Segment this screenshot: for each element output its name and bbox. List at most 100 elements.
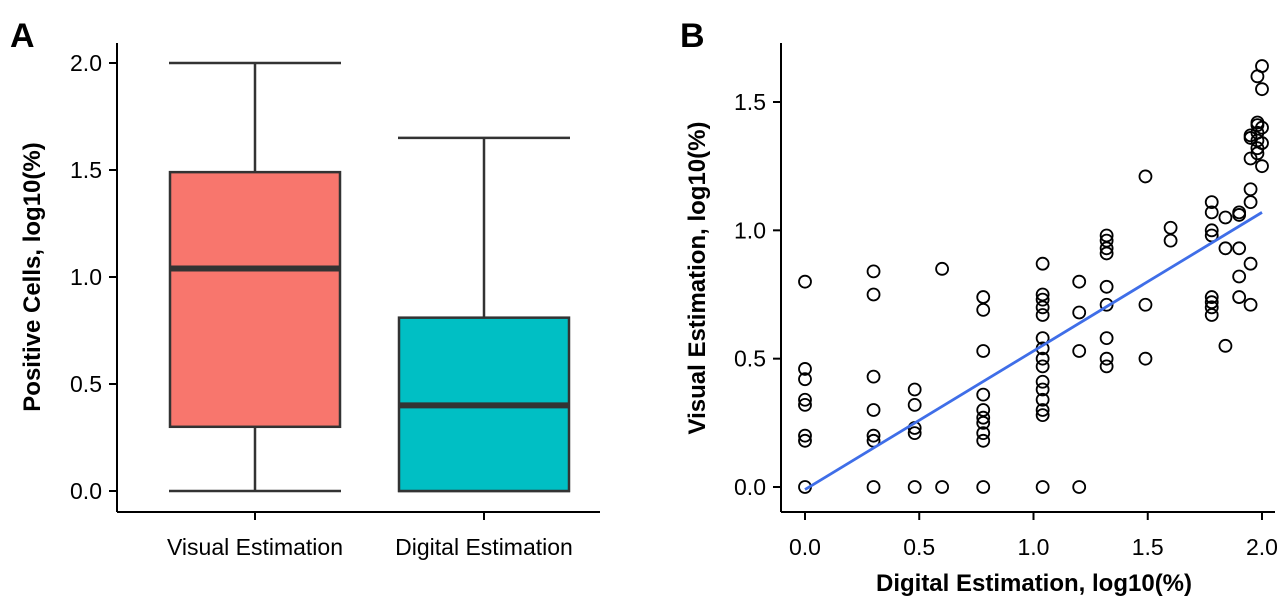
scatter-point (1035, 359, 1050, 374)
scatter-point (1138, 297, 1153, 312)
scatter-point (1035, 392, 1050, 407)
scatter-point (1072, 274, 1087, 289)
panel-b-y-ticks: 0.0 0.5 1.0 1.5 (734, 89, 781, 500)
scatter-point (1138, 169, 1153, 184)
scatter-point (1099, 359, 1114, 374)
scatter-point (1232, 269, 1247, 284)
panel-a: A 0.0 0.5 1.0 1.5 2.0 Visual Estimation Digit… (10, 17, 600, 560)
scatter-point (935, 261, 949, 276)
scatter-point (1232, 241, 1247, 256)
scatter-point (798, 428, 812, 443)
scatter-point (1072, 305, 1087, 320)
x-tick-label: 0.5 (903, 534, 935, 560)
panel-b-label: B (680, 17, 705, 55)
scatter-point (1204, 308, 1219, 322)
scatter-point (976, 290, 991, 304)
scatter-point (1204, 223, 1219, 238)
scatter-point (1243, 182, 1258, 197)
scatter-point (1163, 220, 1178, 235)
scatter-point (1099, 297, 1114, 312)
regression-line (804, 211, 1263, 491)
scatter-point (1255, 136, 1269, 150)
scatter-point (1099, 241, 1114, 256)
scatter-point (866, 287, 881, 302)
panel-b-y-title: Visual Estimation, log10(%) (684, 122, 711, 435)
scatter-point (1035, 408, 1050, 423)
x-tick-label: 1.0 (1018, 534, 1050, 560)
scatter-point (1099, 279, 1114, 294)
scatter-point (976, 387, 991, 402)
x-tick-label: 0.0 (789, 534, 821, 560)
scatter-point (976, 410, 991, 425)
scatter-point (907, 397, 922, 412)
scatter-point (1035, 382, 1050, 397)
scatter-point (798, 397, 812, 412)
y-tick-label: 0.5 (70, 371, 102, 397)
scatter-point (798, 362, 812, 376)
x-tick-label: 2.0 (1246, 534, 1278, 560)
y-tick-label: 0.0 (70, 478, 102, 504)
scatter-point (866, 480, 881, 494)
panel-b-x-ticks: 0.0 0.5 1.0 1.5 2.0 (789, 512, 1278, 560)
scatter-point (1099, 351, 1114, 366)
scatter-point (935, 480, 949, 494)
scatter-point (866, 264, 881, 279)
scatter-point (1255, 159, 1269, 174)
scatter-point (866, 403, 881, 417)
scatter-point (1218, 210, 1233, 225)
panel-a-label: A (10, 17, 35, 55)
panel-b-fit (804, 211, 1263, 491)
scatter-point (1243, 256, 1258, 271)
scatter-point (1035, 374, 1050, 389)
scatter-point (907, 480, 922, 494)
scatter-point (798, 433, 812, 448)
scatter-point (798, 372, 812, 387)
scatter-point (976, 302, 991, 317)
panel-b-x-title: Digital Estimation, log10(%) (876, 570, 1192, 597)
panel-a-x-ticks: Visual Estimation Digital Estimation (167, 512, 573, 560)
scatter-point (1035, 308, 1050, 322)
panel-b: B 0.0 0.5 1.0 1.5 0.0 0.5 1.0 1.5 2.0 Visual Es… (680, 17, 1278, 597)
scatter-point (907, 426, 922, 441)
scatter-point (1035, 300, 1050, 315)
scatter-point (1204, 300, 1219, 315)
x-tick-label: Digital Estimation (395, 534, 573, 560)
scatter-point (1255, 82, 1269, 97)
scatter-point (1243, 195, 1258, 210)
scatter-point (1099, 331, 1114, 346)
scatter-point (1243, 297, 1258, 312)
scatter-point (1035, 256, 1050, 271)
scatter-point (1035, 403, 1050, 417)
scatter-point (976, 426, 991, 441)
scatter-point (866, 428, 881, 443)
x-tick-label: 1.5 (1132, 534, 1164, 560)
scatter-point (1035, 292, 1050, 307)
panel-b-points (798, 59, 1269, 494)
scatter-point (1072, 344, 1087, 358)
y-tick-label: 1.5 (70, 157, 102, 183)
scatter-point (1232, 290, 1247, 304)
y-tick-label: 1.0 (734, 217, 766, 243)
scatter-point (1255, 59, 1269, 73)
scatter-point (976, 433, 991, 448)
scatter-point (1072, 480, 1087, 494)
scatter-point (1255, 120, 1269, 135)
x-tick-label: Visual Estimation (167, 534, 343, 560)
scatter-point (1035, 351, 1050, 366)
scatter-point (1099, 246, 1114, 261)
panel-a-boxes (168, 61, 571, 493)
scatter-point (976, 415, 991, 430)
y-tick-label: 1.5 (734, 89, 766, 115)
scatter-point (1218, 241, 1233, 256)
scatter-point (1035, 480, 1050, 494)
y-tick-label: 1.0 (70, 264, 102, 290)
panel-a-y-title: Positive Cells, log10(%) (19, 142, 46, 411)
scatter-point (1204, 290, 1219, 304)
scatter-point (1218, 338, 1233, 353)
scatter-point (1138, 351, 1153, 366)
scatter-point (1204, 195, 1219, 210)
y-tick-label: 0.5 (734, 346, 766, 372)
scatter-point (907, 382, 922, 397)
scatter-point (1163, 233, 1178, 248)
